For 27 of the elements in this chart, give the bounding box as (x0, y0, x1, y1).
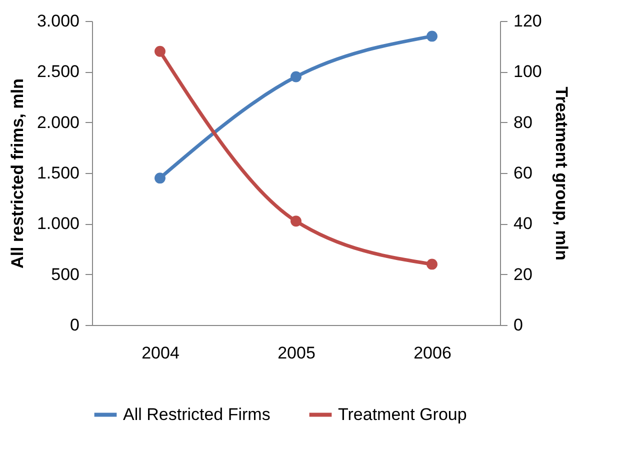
y-tick-label: 1.500 (36, 164, 80, 182)
y2-tick-label: 100 (514, 62, 542, 82)
y-tick-label: 3.000 (36, 12, 80, 30)
y2-tick-label: 80 (514, 112, 532, 132)
y2-tick-label: 0 (514, 316, 523, 334)
y-tick-label: 0 (70, 316, 80, 334)
x-tick-label: 2005 (278, 344, 316, 362)
x-tick-label: 2006 (414, 344, 452, 362)
point (154, 172, 166, 184)
y-tick-label: 500 (51, 264, 80, 284)
y2-tick-label: 120 (514, 12, 542, 30)
x-tick-label: 2004 (142, 344, 180, 362)
point (290, 71, 302, 82)
point (426, 30, 438, 42)
legend-label: Treatment Group (338, 404, 467, 424)
legend-label: All Restricted Firms (123, 404, 270, 424)
point (154, 46, 166, 57)
y-tick-label: 2.500 (36, 62, 80, 82)
point (290, 216, 302, 227)
y2-tick-label: 40 (514, 214, 532, 234)
point (426, 258, 438, 270)
y2-tick-label: 20 (514, 264, 532, 284)
y-tick-label: 2.000 (36, 112, 80, 132)
y2-axis-title: Treatment group, mln (552, 86, 571, 260)
y2-tick-label: 60 (514, 164, 532, 182)
y-tick-label: 1.000 (36, 214, 80, 234)
y-axis-title: All restricted frims, mln (8, 78, 27, 268)
